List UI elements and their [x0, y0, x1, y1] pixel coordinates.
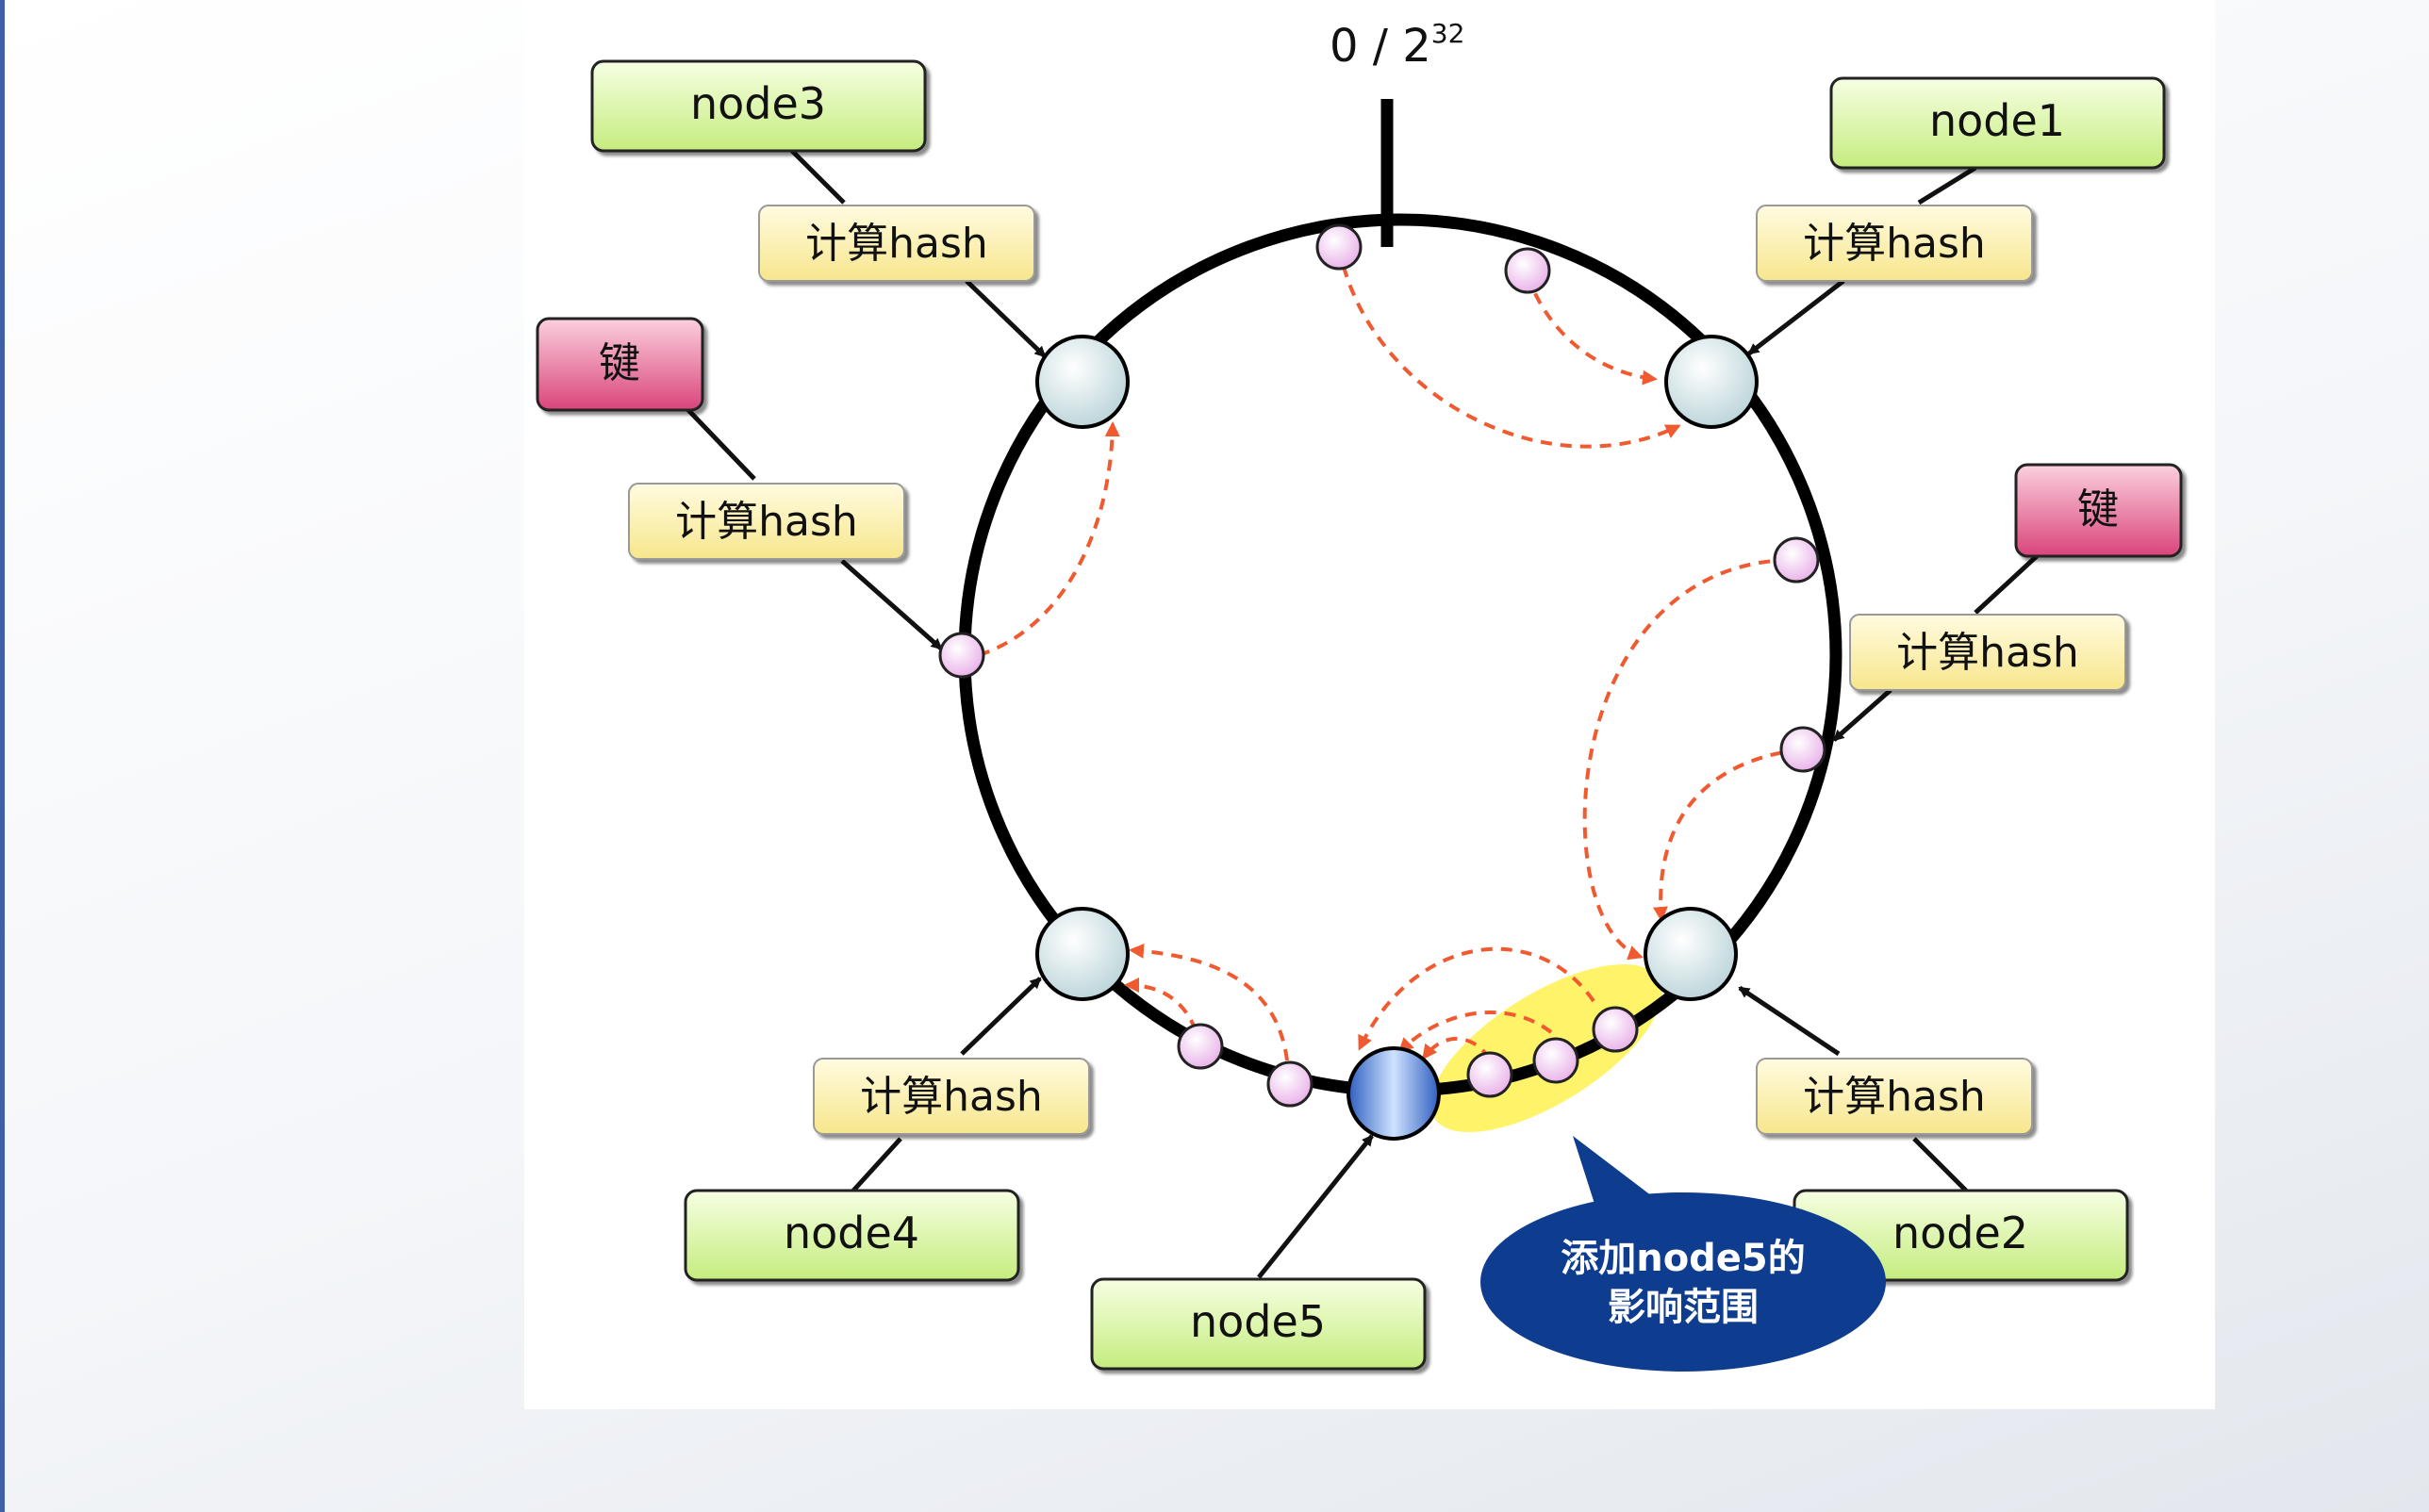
- ring-key-point-right-upper: [1773, 536, 1820, 583]
- ring-key-point-top-left: [1315, 223, 1363, 271]
- key-box: [2014, 463, 2183, 558]
- ring-node3-server: [1035, 335, 1130, 429]
- key-label: 键: [599, 339, 640, 387]
- arrow-node5-to-ring: [1257, 1134, 1374, 1279]
- hash-box: [628, 483, 905, 560]
- hash-box-node2: 计算hash: [1756, 1058, 2033, 1135]
- callout-bubble: [1480, 1192, 1886, 1372]
- dashed-arrow-top-left-point: [1337, 246, 1681, 449]
- node4-label: node4: [784, 1208, 919, 1258]
- arrow-hash-to-node3: [965, 279, 1047, 358]
- hash-box-key-right: 计算hash: [1849, 614, 2126, 691]
- key-box: [536, 317, 704, 412]
- hash-label: 计算hash: [675, 498, 858, 546]
- hash-label: 计算hash: [860, 1073, 1043, 1121]
- hash-box-node3: 计算hash: [758, 205, 1035, 282]
- node5-box-group: node5: [1090, 1277, 1427, 1371]
- ring-node1-server: [1664, 335, 1759, 429]
- left-edge-stripe: [0, 0, 5, 1512]
- key-box-right: 键: [2014, 463, 2183, 558]
- node5-box: [1090, 1277, 1427, 1371]
- ring-key-point-affected-b: [1532, 1037, 1579, 1084]
- dashed-arrow-bottom-point-a: [1129, 943, 1289, 1061]
- hash-box: [1756, 1058, 2033, 1135]
- arrow-hash-to-right-point: [1832, 688, 1892, 742]
- hash-box-key-left: 计算hash: [628, 483, 905, 560]
- connector-key-left-hash: [686, 408, 756, 481]
- node3-box-group: node3: [590, 59, 927, 153]
- node3-box: [590, 59, 927, 153]
- dashed-arrow-top-right-point: [1526, 274, 1658, 386]
- ring-key-point-affected-c: [1466, 1051, 1513, 1098]
- callout-line1: 添加node5的: [1561, 1237, 1806, 1280]
- hash-label: 计算hash: [1896, 629, 2079, 677]
- hash-label: 计算hash: [805, 220, 988, 268]
- node5-label: node5: [1190, 1296, 1326, 1347]
- hash-box-node4: 计算hash: [813, 1058, 1090, 1135]
- node4-box: [684, 1189, 1020, 1282]
- ring-key-point-bottom-a: [1177, 1023, 1224, 1070]
- hash-box: [813, 1058, 1090, 1135]
- dashed-arrow-affected-point-c: [1422, 1036, 1492, 1060]
- dashed-arrow-affected-point-b: [1397, 1011, 1553, 1054]
- callout-line2: 影响范围: [1608, 1286, 1759, 1329]
- node1-box-group: node1: [1829, 76, 2166, 170]
- node3-label: node3: [690, 78, 826, 129]
- connector-node3-hash: [790, 149, 846, 205]
- connector-node2-hash: [1912, 1137, 1968, 1192]
- dashed-arrow-left-point: [978, 421, 1120, 657]
- node2-label: node2: [1892, 1208, 2028, 1258]
- ring-node4-server: [1035, 907, 1130, 1001]
- dashed-arrow-right-lower-point: [1652, 748, 1802, 922]
- connector-node4-hash: [851, 1137, 902, 1192]
- arrow-hash-to-node2: [1738, 985, 1841, 1057]
- ring-key-point-affected-a: [1592, 1006, 1639, 1053]
- ring-key-point-left: [938, 632, 985, 679]
- node1-box: [1829, 76, 2166, 170]
- arrow-hash-to-left-point: [840, 559, 943, 650]
- connector-node1-hash: [1917, 165, 1977, 205]
- hash-label: 计算hash: [1803, 1073, 1986, 1121]
- hash-box: [1849, 614, 2126, 691]
- ring-key-point-bottom-b: [1266, 1060, 1314, 1108]
- ring-key-point-right-lower: [1779, 726, 1826, 773]
- arrow-hash-to-node1: [1747, 279, 1845, 355]
- dashed-arrow-right-upper-point: [1582, 558, 1791, 961]
- ring-node2-server: [1644, 907, 1738, 1001]
- hash-label: 计算hash: [1803, 220, 1986, 268]
- connector-key-right-hash: [1974, 554, 2039, 615]
- key-box-left: 键: [536, 317, 704, 412]
- key-label: 键: [2077, 485, 2119, 534]
- hash-box: [758, 205, 1035, 282]
- dashed-arrow-bottom-point-b: [1124, 978, 1198, 1031]
- impact-callout: 添加node5的 影响范围: [1480, 1136, 1886, 1372]
- ring-key-point-top-right: [1504, 247, 1551, 294]
- node4-box-group: node4: [684, 1189, 1020, 1282]
- node1-label: node1: [1929, 95, 2065, 146]
- dashed-arrow-affected-point-a: [1358, 946, 1595, 1051]
- hash-box-node1: 计算hash: [1756, 205, 2033, 282]
- arrow-hash-to-node4: [960, 977, 1042, 1056]
- ring-node5-server: [1347, 1046, 1441, 1141]
- ring-origin-label: 0 / 232: [1330, 18, 1464, 73]
- hash-box: [1756, 205, 2033, 282]
